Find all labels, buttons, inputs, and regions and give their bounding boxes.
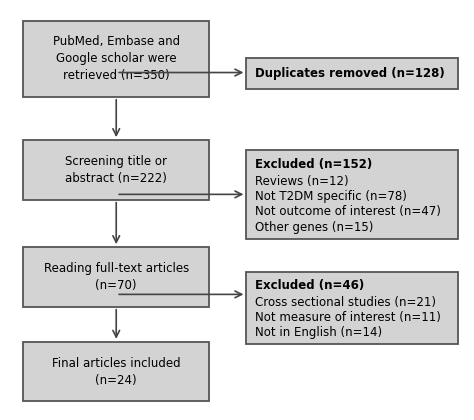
Text: Not T2DM specific (n=78): Not T2DM specific (n=78) <box>255 190 407 203</box>
Text: Duplicates removed (n=128): Duplicates removed (n=128) <box>255 67 445 80</box>
Text: Final articles included
(n=24): Final articles included (n=24) <box>52 357 181 386</box>
Text: Other genes (n=15): Other genes (n=15) <box>255 220 373 234</box>
Text: Excluded (n=46): Excluded (n=46) <box>255 279 364 292</box>
Text: Reading full-text articles
(n=70): Reading full-text articles (n=70) <box>44 262 189 292</box>
FancyBboxPatch shape <box>23 140 209 200</box>
FancyBboxPatch shape <box>246 272 458 344</box>
FancyBboxPatch shape <box>246 150 458 239</box>
Text: Screening title or
abstract (n=222): Screening title or abstract (n=222) <box>65 155 167 185</box>
FancyBboxPatch shape <box>23 247 209 307</box>
Text: Excluded (n=152): Excluded (n=152) <box>255 158 372 171</box>
Text: Reviews (n=12): Reviews (n=12) <box>255 175 348 188</box>
FancyBboxPatch shape <box>23 342 209 402</box>
Text: Not in English (n=14): Not in English (n=14) <box>255 326 382 339</box>
Text: Not outcome of interest (n=47): Not outcome of interest (n=47) <box>255 205 440 218</box>
Text: PubMed, Embase and
Google scholar were
retrieved (n=350): PubMed, Embase and Google scholar were r… <box>53 35 180 82</box>
FancyBboxPatch shape <box>23 21 209 97</box>
FancyBboxPatch shape <box>246 58 458 89</box>
Text: Not measure of interest (n=11): Not measure of interest (n=11) <box>255 311 440 324</box>
Text: Cross sectional studies (n=21): Cross sectional studies (n=21) <box>255 296 436 309</box>
